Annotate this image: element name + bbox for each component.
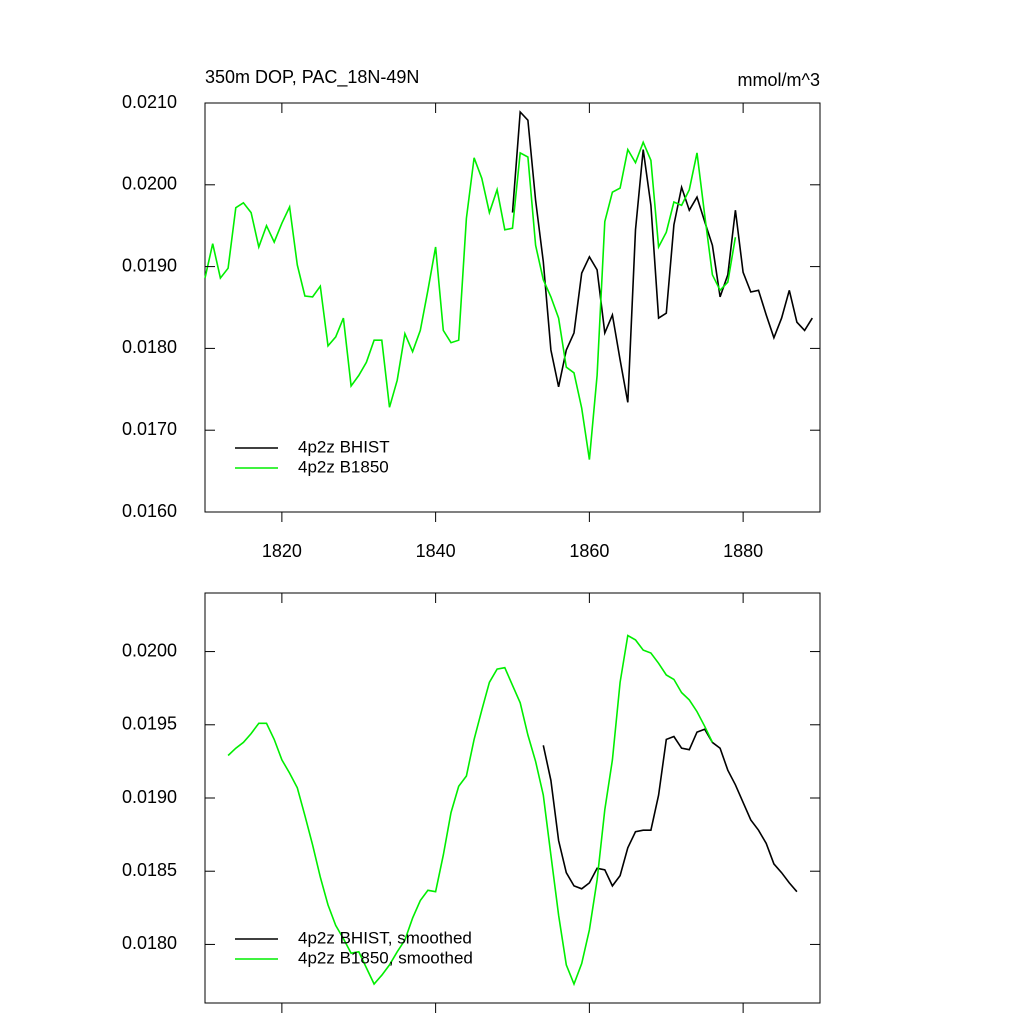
legend-label: 4p2z BHIST: [298, 437, 390, 456]
y-tick-label: 0.0200: [122, 640, 177, 660]
y-tick-label: 0.0190: [122, 787, 177, 807]
y-tick-label: 0.0210: [122, 92, 177, 112]
y-tick-label: 0.0195: [122, 714, 177, 734]
legend-label: 4p2z BHIST, smoothed: [298, 928, 472, 947]
y-tick-label: 0.0170: [122, 419, 177, 439]
plot-frame: [204, 102, 821, 513]
x-tick-label: 1820: [262, 541, 302, 561]
y-tick-label: 0.0180: [122, 337, 177, 357]
x-tick-label: 1860: [569, 541, 609, 561]
y-tick-label: 0.0185: [122, 860, 177, 880]
series-line: [511, 110, 813, 403]
series-line: [542, 728, 798, 893]
y-tick-label: 0.0190: [122, 255, 177, 275]
y-tick-label: 0.0180: [122, 933, 177, 953]
y-tick-label: 0.0160: [122, 501, 177, 521]
x-tick-label: 1880: [723, 541, 763, 561]
series-line: [204, 140, 737, 460]
x-tick-label: 1840: [416, 541, 456, 561]
legend-label: 4p2z B1850: [298, 457, 389, 476]
chart-title: 350m DOP, PAC_18N-49N: [205, 67, 419, 88]
y-tick-label: 0.0200: [122, 174, 177, 194]
series-line: [227, 634, 714, 987]
units-label: mmol/m^3: [738, 70, 820, 90]
legend-label: 4p2z B1850, smoothed: [298, 948, 473, 967]
